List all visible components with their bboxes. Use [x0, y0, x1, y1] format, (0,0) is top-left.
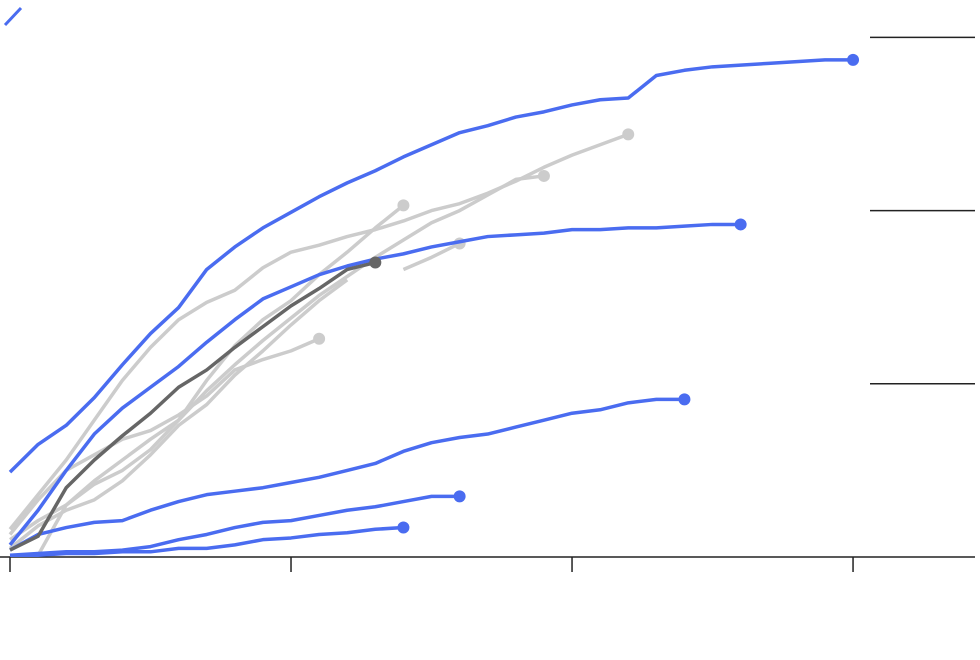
end-point	[453, 490, 466, 503]
series-line	[8, 132, 629, 531]
end-point	[369, 256, 382, 269]
end-point	[537, 169, 550, 182]
series-line	[9, 174, 545, 542]
end-point	[847, 53, 860, 66]
series-line	[8, 58, 854, 474]
end-point	[734, 218, 747, 231]
series-line	[8, 241, 461, 550]
end-point	[313, 332, 326, 345]
series-line	[9, 397, 685, 552]
legend-swatch	[3, 6, 23, 27]
end-point	[622, 128, 635, 141]
end-point	[397, 521, 410, 534]
end-point	[678, 393, 691, 406]
series-line	[10, 525, 404, 558]
series-line	[9, 260, 376, 552]
series-line	[36, 204, 405, 557]
end-point	[397, 199, 410, 212]
